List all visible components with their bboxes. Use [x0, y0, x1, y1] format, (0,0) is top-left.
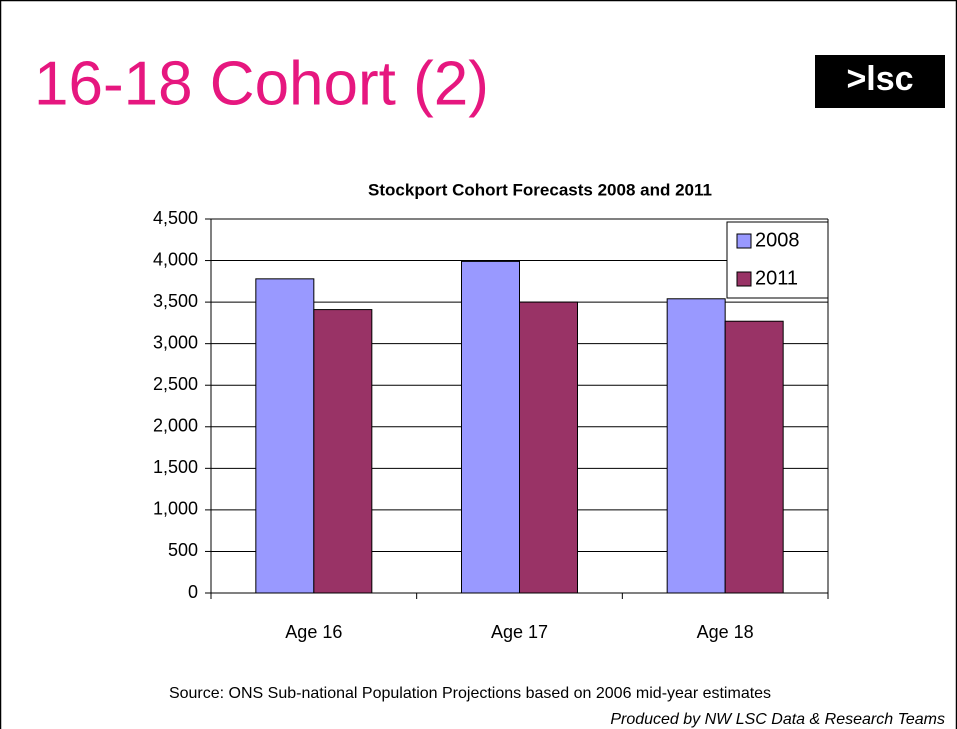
- slide-title: 16-18 Cohort (2): [34, 49, 489, 118]
- y-tick-label: 2,000: [153, 416, 198, 436]
- y-tick-label: 1,000: [153, 499, 198, 519]
- bar: [666, 298, 726, 594]
- y-tick-label: 4,500: [153, 208, 198, 228]
- bar: [313, 309, 373, 594]
- legend-swatch: [736, 271, 752, 287]
- y-tick-label: 0: [188, 582, 198, 602]
- legend-swatch: [736, 233, 752, 249]
- chart-title: Stockport Cohort Forecasts 2008 and 2011: [368, 180, 712, 199]
- y-tick-label: 1,500: [153, 457, 198, 477]
- source-note: Source: ONS Sub-national Population Proj…: [169, 685, 771, 702]
- logo-box: [815, 55, 945, 108]
- x-tick-label: Age 17: [491, 622, 548, 642]
- bar: [724, 320, 784, 594]
- y-tick-label: 500: [168, 540, 198, 560]
- x-tick-label: Age 18: [697, 622, 754, 642]
- bar: [255, 278, 315, 594]
- bar: [461, 260, 520, 594]
- y-tick-label: 4,000: [153, 249, 198, 269]
- x-tick-label: Age 16: [285, 622, 342, 642]
- bar: [519, 301, 578, 594]
- credit-note: Produced by NW LSC Data & Research Teams: [610, 711, 945, 728]
- y-tick-label: 3,500: [153, 291, 198, 311]
- y-tick-label: 2,500: [153, 374, 198, 394]
- legend-label: 2011: [755, 267, 798, 289]
- logo: >lsc: [846, 60, 913, 98]
- y-tick-label: 3,000: [153, 332, 198, 352]
- legend-label: 2008: [755, 229, 800, 251]
